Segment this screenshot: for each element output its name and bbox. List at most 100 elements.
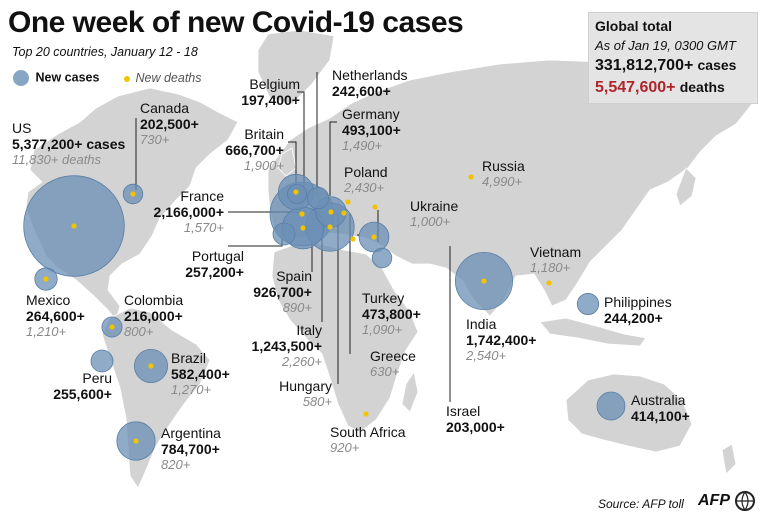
label-netherlands: Netherlands 242,600+ xyxy=(332,67,408,99)
global-deaths-unit: deaths xyxy=(679,79,725,95)
country-cases: 197,400+ xyxy=(241,92,300,108)
source-note: Source: AFP toll xyxy=(598,497,684,511)
country-deaths: 11,830+ deaths xyxy=(12,152,102,167)
australia-landmass xyxy=(565,373,693,453)
uk-landmass xyxy=(277,147,297,177)
country-deaths: 2,430+ xyxy=(344,180,385,195)
country-name: Colombia xyxy=(124,292,184,308)
page-subtitle: Top 20 countries, January 12 - 18 xyxy=(12,45,198,59)
case-bubble-philippines xyxy=(576,292,600,316)
label-canada: Canada 202,500+ 730+ xyxy=(140,100,199,148)
label-israel: Israel 203,000+ xyxy=(446,403,505,435)
global-total-heading: Global total xyxy=(595,18,672,34)
label-spain: Spain 926,700+ 890+ xyxy=(240,268,312,316)
case-bubble-australia xyxy=(596,391,626,421)
country-deaths: 630+ xyxy=(370,364,400,379)
death-dot-greece xyxy=(350,236,356,242)
country-deaths: 730+ xyxy=(140,132,170,147)
death-dot-us xyxy=(71,223,77,229)
country-deaths: 1,270+ xyxy=(171,382,212,397)
country-cases: 255,600+ xyxy=(53,386,112,402)
country-deaths: 920+ xyxy=(330,440,360,455)
death-dot-britain xyxy=(293,189,299,195)
afp-logo: AFP xyxy=(698,490,756,512)
death-dot-argentina xyxy=(133,438,139,444)
country-name: Netherlands xyxy=(332,67,408,83)
global-deaths-value: 5,547,600+ xyxy=(595,79,676,96)
country-name: India xyxy=(466,316,497,332)
country-name: South Africa xyxy=(330,424,406,440)
country-deaths: 2,540+ xyxy=(466,348,507,363)
label-south-africa: South Africa 920+ xyxy=(330,424,406,456)
death-dot-germany xyxy=(328,209,334,215)
country-name: Russia xyxy=(482,158,525,174)
country-name: Argentina xyxy=(161,425,221,441)
label-australia: Australia 414,100+ xyxy=(631,392,690,424)
global-total-cases: 331,812,700+ cases xyxy=(595,57,736,75)
case-bubble-portugal xyxy=(272,222,296,246)
country-deaths: 580+ xyxy=(302,394,332,409)
country-name: Israel xyxy=(446,403,481,419)
label-poland: Poland 2,430+ xyxy=(344,164,388,196)
country-name: US xyxy=(12,120,32,136)
legend-deaths: New deaths xyxy=(122,71,202,85)
country-cases: 216,000+ xyxy=(124,308,183,324)
country-deaths: 2,260+ xyxy=(281,354,322,369)
country-name: Australia xyxy=(631,392,686,408)
country-deaths: 1,180+ xyxy=(530,260,571,275)
death-dot-poland xyxy=(345,199,351,205)
label-portugal: Portugal 257,200+ xyxy=(160,248,244,280)
label-turkey: Turkey 473,800+ 1,090+ xyxy=(362,290,421,338)
label-russia: Russia 4,990+ xyxy=(482,158,525,190)
death-dot-canada xyxy=(130,191,136,197)
country-deaths: 820+ xyxy=(161,457,191,472)
legend-bubble-icon xyxy=(13,70,29,86)
country-name: Hungary xyxy=(279,378,332,394)
country-deaths: 1,570+ xyxy=(183,220,224,235)
label-germany: Germany 493,100+ 1,490+ xyxy=(342,106,401,154)
death-dot-brazil xyxy=(148,363,154,369)
death-dot-hungary xyxy=(341,210,347,216)
global-total-date: As of Jan 19, 0300 GMT xyxy=(595,38,736,53)
country-name: Belgium xyxy=(249,76,300,92)
death-dot-france xyxy=(299,211,305,217)
new-zealand-landmass xyxy=(721,443,737,475)
legend-deaths-label: New deaths xyxy=(135,71,202,85)
global-cases-unit: cases xyxy=(697,57,737,73)
country-cases: 244,200+ xyxy=(604,310,663,326)
label-belgium: Belgium 197,400+ xyxy=(220,76,300,108)
label-italy: Italy 1,243,500+ 2,260+ xyxy=(236,322,322,370)
country-deaths: 1,090+ xyxy=(362,322,403,337)
country-name: Portugal xyxy=(191,248,244,264)
madagascar-landmass xyxy=(401,370,419,413)
country-cases: 203,000+ xyxy=(446,419,505,435)
death-dot-ukraine xyxy=(372,204,378,210)
death-dot-russia xyxy=(468,174,474,180)
label-peru: Peru 255,600+ xyxy=(48,370,112,402)
legend-dot-icon xyxy=(124,75,130,82)
country-name: Italy xyxy=(296,322,322,338)
country-name: Poland xyxy=(344,164,388,180)
country-deaths: 1,000+ xyxy=(410,214,451,229)
country-name: Philippines xyxy=(604,294,672,310)
label-argentina: Argentina 784,700+ 820+ xyxy=(161,425,221,473)
country-cases: 5,377,200+ cases xyxy=(12,136,126,152)
case-bubble-peru xyxy=(90,349,114,373)
country-cases: 784,700+ xyxy=(161,441,220,457)
country-cases: 414,100+ xyxy=(631,408,690,424)
case-bubble-israel xyxy=(371,247,393,269)
country-cases: 257,200+ xyxy=(185,264,244,280)
country-cases: 473,800+ xyxy=(362,306,421,322)
label-ukraine: Ukraine 1,000+ xyxy=(410,198,458,230)
afp-logo-text: AFP xyxy=(698,492,730,510)
country-name: Turkey xyxy=(362,290,405,306)
global-total-deaths: 5,547,600+ deaths xyxy=(595,79,725,97)
case-bubble-netherlands xyxy=(306,186,330,210)
country-name: Vietnam xyxy=(530,244,582,260)
death-dot-mexico xyxy=(43,276,49,282)
death-dot-spain xyxy=(300,225,306,231)
country-deaths: 800+ xyxy=(124,324,154,339)
label-greece: Greece 630+ xyxy=(370,348,416,380)
country-name: Brazil xyxy=(171,350,207,366)
death-dot-colombia xyxy=(109,324,115,330)
